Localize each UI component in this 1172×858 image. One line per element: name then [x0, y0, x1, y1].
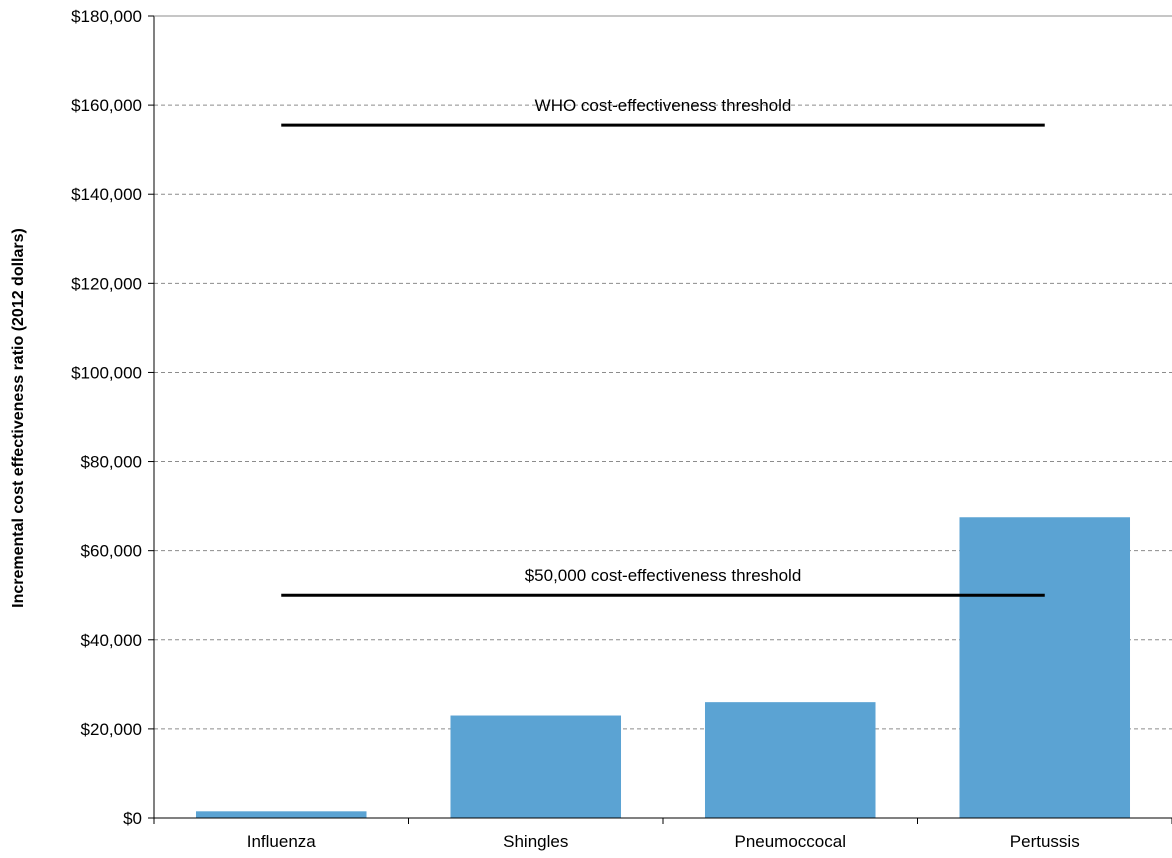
y-tick-label: $20,000	[81, 720, 142, 739]
reference-line-label-1: $50,000 cost-effectiveness threshold	[525, 566, 802, 585]
bar-pertussis	[959, 517, 1131, 818]
reference-lines: WHO cost-effectiveness threshold $50,000 …	[281, 96, 1045, 597]
y-tick-label: $140,000	[71, 185, 142, 204]
bars	[195, 517, 1131, 818]
y-tick-label: $120,000	[71, 274, 142, 293]
y-tick-label: $160,000	[71, 96, 142, 115]
y-tick-label: $0	[123, 809, 142, 828]
y-tick-label: $60,000	[81, 542, 142, 561]
bar-shingles	[450, 715, 622, 818]
x-tick-label: Influenza	[247, 832, 317, 851]
reference-line-label-0: WHO cost-effectiveness threshold	[535, 96, 792, 115]
y-tick-label: $80,000	[81, 453, 142, 472]
x-tick-label: Pneumoccocal	[734, 832, 846, 851]
x-tick-label: Shingles	[503, 832, 568, 851]
y-axis-title: Incremental cost effectiveness ratio (20…	[10, 228, 27, 608]
y-axis-ticks: $0 $20,000 $40,000 $60,000 $80,000 $100,000 $1…	[71, 7, 154, 828]
y-tick-label: $180,000	[71, 7, 142, 26]
bar-pneumoccocal	[704, 702, 876, 818]
y-tick-label: $40,000	[81, 631, 142, 650]
bar-influenza	[195, 811, 367, 818]
y-tick-label: $100,000	[71, 363, 142, 382]
x-tick-label: Pertussis	[1010, 832, 1080, 851]
x-axis-ticks: Influenza Shingles Pneumoccocal Pertussis	[153, 818, 1172, 851]
